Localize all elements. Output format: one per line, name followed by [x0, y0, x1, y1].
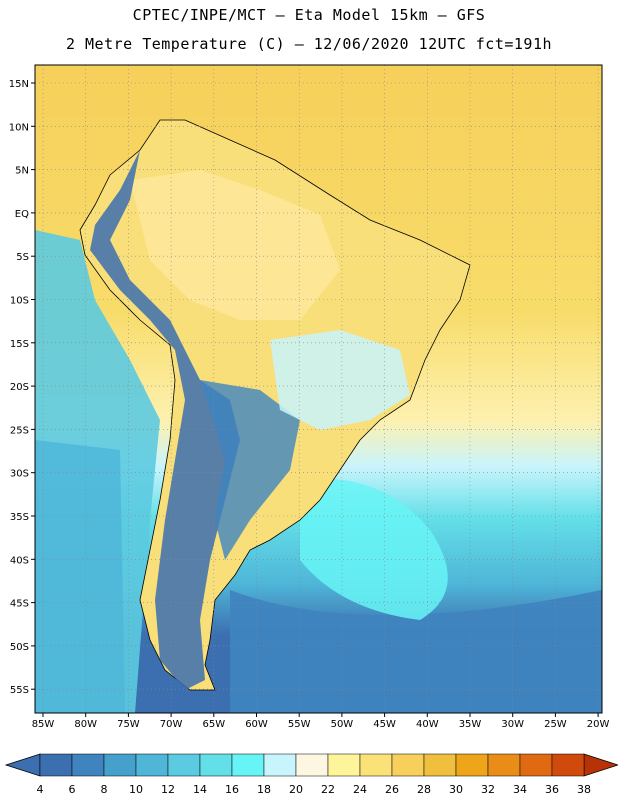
lon-label: 35W	[459, 719, 482, 730]
colorbar-label: 34	[513, 783, 527, 796]
colorbar-label: 6	[69, 783, 76, 796]
latitude-labels: 15N 10N 5N EQ 5S 10S 15S 20S 25S 30S 35S 40S 45S 50S 5…	[9, 79, 35, 696]
lon-label: 60W	[245, 719, 268, 730]
map-title: CPTEC/INPE/MCT – Eta Model 15km – GFS	[132, 6, 486, 24]
colorbar-swatch	[519, 753, 553, 777]
colorbar-label: 12	[161, 783, 175, 796]
lat-label: 25S	[10, 425, 29, 436]
colorbar-label: 30	[449, 783, 463, 796]
colorbar-label: 36	[545, 783, 559, 796]
graticule	[35, 65, 602, 713]
colorbar-swatch	[263, 753, 297, 777]
lon-label: 70W	[160, 719, 183, 730]
lon-label: 40W	[416, 719, 439, 730]
lon-label: 45W	[373, 719, 396, 730]
lat-label: 15N	[9, 79, 29, 90]
colorbar-label: 10	[129, 783, 143, 796]
lat-label: 10S	[10, 296, 29, 307]
lon-label: 20W	[587, 719, 610, 730]
lon-label: 30W	[501, 719, 524, 730]
colorbar-label: 24	[353, 783, 367, 796]
lat-label: EQ	[15, 209, 29, 220]
lat-label: 20S	[10, 382, 29, 393]
lon-label: 85W	[32, 719, 55, 730]
colorbar-swatch	[103, 753, 137, 777]
colorbar-label: 32	[481, 783, 495, 796]
colorbar-label: 22	[321, 783, 335, 796]
colorbar-swatch	[327, 753, 361, 777]
colorbar-label: 8	[101, 783, 108, 796]
colorbar-swatch	[551, 753, 585, 777]
lat-label: 55S	[10, 685, 29, 696]
colorbar-swatch	[135, 753, 169, 777]
colorbar-swatch	[391, 753, 425, 777]
colorbar-swatch	[359, 753, 393, 777]
lat-label: 35S	[10, 512, 29, 523]
colorbar-swatch	[295, 753, 329, 777]
lon-label: 80W	[74, 719, 97, 730]
colorbar-swatch	[231, 753, 265, 777]
colorbar-swatch	[71, 753, 105, 777]
colorbar-label: 18	[257, 783, 271, 796]
colorbar-swatch	[423, 753, 457, 777]
map-frame	[34, 64, 603, 714]
lon-label: 25W	[544, 719, 567, 730]
colorbar-label: 38	[577, 783, 591, 796]
colorbar-swatch	[455, 753, 489, 777]
colorbar-label: 14	[193, 783, 207, 796]
longitude-labels: 85W 80W 75W 70W 65W 60W 55W 50W 45W 40W 35W 30W 25W 2…	[32, 713, 610, 730]
lon-label: 65W	[202, 719, 225, 730]
colorbar-label: 26	[385, 783, 399, 796]
lat-label: 50S	[10, 642, 29, 653]
lat-label: 45S	[10, 599, 29, 610]
colorbar-swatch	[167, 753, 201, 777]
colorbar-swatch	[199, 753, 233, 777]
map-subtitle: 2 Metre Temperature (C) – 12/06/2020 12U…	[65, 35, 553, 53]
temperature-field	[35, 65, 602, 713]
lat-label: 15S	[10, 339, 29, 350]
colorbar-label: 28	[417, 783, 431, 796]
lat-label: 10N	[9, 122, 29, 133]
colorbar-label: 20	[289, 783, 303, 796]
lat-label: 40S	[10, 555, 29, 566]
colorbar-swatch	[487, 753, 521, 777]
lat-label: 30S	[10, 469, 29, 480]
colorbar-high-arrow	[583, 753, 618, 777]
colorbar-label: 16	[225, 783, 239, 796]
lon-label: 55W	[288, 719, 311, 730]
colorbar-swatch	[39, 753, 73, 777]
lon-label: 75W	[117, 719, 140, 730]
lon-label: 50W	[331, 719, 354, 730]
colorbar-low-arrow	[4, 753, 41, 777]
lat-label: 5S	[16, 252, 29, 263]
colorbar-label: 4	[37, 783, 44, 796]
lat-label: 5N	[15, 166, 29, 177]
colorbar: 4 6 8 10 12 14 16 18 20 22 24 26 28 30 32 34 36 38	[4, 753, 618, 796]
